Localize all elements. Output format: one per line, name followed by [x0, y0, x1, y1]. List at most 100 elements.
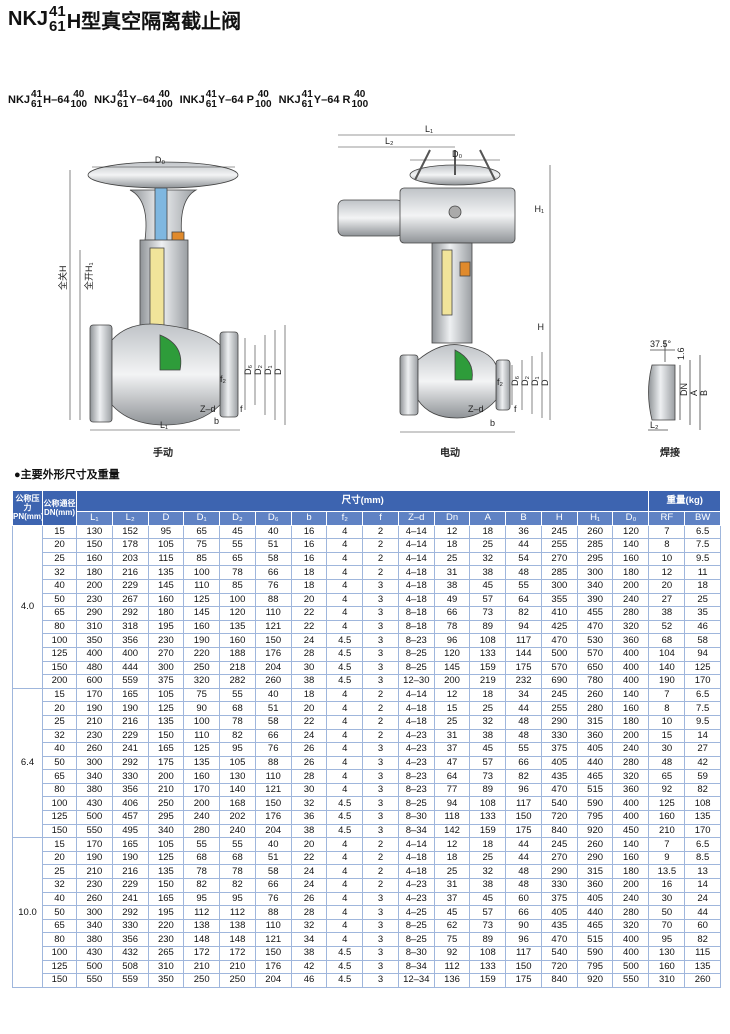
table-cell: 76 — [254, 891, 292, 907]
table-cell: 200 — [183, 796, 221, 812]
table-cell: 4 — [326, 701, 364, 716]
table-cell: 172 — [219, 946, 256, 961]
table-cell: 25 — [469, 850, 507, 866]
table-cell: 400 — [111, 646, 149, 662]
table-cell: 4–25 — [397, 905, 435, 920]
table-row: 200 600 559 375 320 282 260 38 4.5 3 12–30 200 219 23… — [13, 674, 722, 689]
dn-cell: 25 — [42, 714, 77, 730]
table-cell: 68 — [219, 850, 256, 866]
dn-cell: 15 — [42, 837, 77, 852]
table-cell: 465 — [576, 918, 614, 934]
table-cell: 2 — [362, 538, 399, 553]
table-cell: 140 — [612, 538, 650, 553]
table-cell: 7 — [648, 837, 686, 852]
table-cell: 270 — [540, 551, 578, 567]
table-cell: 7.5 — [684, 538, 722, 553]
table-cell: 4 — [326, 837, 364, 852]
table-cell: 160 — [219, 633, 256, 648]
table-cell: 3 — [362, 905, 399, 920]
table-cell: 8–23 — [397, 633, 435, 648]
table-cell: 65 — [648, 769, 686, 784]
table-cell: 65 — [183, 524, 221, 540]
table-cell: 4 — [326, 538, 364, 553]
table-cell: 165 — [147, 742, 185, 757]
table-cell: 58 — [254, 714, 292, 730]
table-cell: 4 — [326, 565, 364, 580]
table-cell: 16 — [290, 551, 328, 567]
table-cell: 200 — [76, 578, 113, 594]
title-prefix: NKJ — [8, 7, 49, 30]
table-cell: 9.5 — [684, 551, 722, 567]
table-cell: 20 — [290, 837, 328, 852]
table-cell: 292 — [111, 905, 149, 920]
table-cell: 7 — [648, 524, 686, 540]
table-row: 4.0 15 130 152 95 65 45 40 16 4 2 4–14 12 18 36 245 260 1… — [12, 524, 722, 689]
table-cell: 57 — [469, 905, 507, 920]
table-cell: 100 — [219, 592, 256, 608]
dn-cell: 65 — [42, 606, 77, 621]
table-cell: 260 — [576, 687, 614, 703]
table-cell: 440 — [576, 905, 614, 920]
table-cell: 515 — [576, 782, 614, 798]
table-cell: 425 — [540, 619, 578, 635]
table-cell: 8.5 — [684, 850, 722, 866]
table-cell: 260 — [684, 973, 722, 988]
table-row: 100 430 432 265 172 172 150 38 4.5 3 8–30 92 108 117 5… — [13, 946, 722, 961]
table-cell: 165 — [111, 837, 149, 852]
dn-cell: 65 — [42, 769, 77, 784]
table-cell: 216 — [111, 864, 149, 880]
table-cell: 340 — [76, 918, 113, 934]
model-sup: 41 — [205, 89, 217, 100]
drawings: D₀ 全关H 全开H₁ D₆ D₂ D₁ D f₂ Z–d b f L₁ 手动 … — [57, 124, 709, 459]
table-cell: 240 — [183, 810, 221, 825]
table-cell: 121 — [254, 782, 292, 798]
table-cell: 24 — [290, 633, 328, 648]
table-cell: 28 — [290, 905, 328, 920]
table-row: 20 190 190 125 68 68 51 22 4 2 4–18 18 25 44 270 290 160… — [13, 850, 722, 866]
table-cell: 4–18 — [397, 592, 435, 608]
table-cell: 58 — [254, 864, 292, 880]
table-cell: 120 — [219, 606, 256, 621]
table-cell: 400 — [612, 946, 650, 961]
table-cell: 112 — [433, 959, 471, 975]
table-cell: 3 — [362, 592, 399, 608]
table-cell: 300 — [76, 755, 113, 771]
table-cell: 290 — [540, 864, 578, 880]
table-cell: 37 — [433, 742, 471, 757]
table-cell: 795 — [576, 810, 614, 825]
table-cell: 330 — [540, 878, 578, 893]
table-cell: 82 — [684, 932, 722, 947]
dim-label: b — [490, 418, 495, 428]
pn-cell: 4.0 — [12, 524, 43, 689]
model-prefix: NKJ — [278, 94, 301, 106]
table-cell: 65 — [219, 551, 256, 567]
table-cell: 8–25 — [397, 646, 435, 662]
table-cell: 2 — [362, 524, 399, 540]
table-row: 25 210 216 135 100 78 58 22 4 2 4–18 25 32 48 290 315 18… — [13, 714, 722, 730]
caption: 手动 — [153, 446, 173, 459]
table-cell: 145 — [183, 606, 221, 621]
table-cell: 152 — [111, 524, 149, 540]
table-row: 150 550 559 350 250 250 204 46 4.5 3 12–34 136 159 17… — [13, 973, 722, 988]
model-top: 40 — [73, 89, 85, 100]
table-cell: 160 — [612, 701, 650, 716]
table-cell: 15 — [433, 701, 471, 716]
table-cell: 4 — [326, 864, 364, 880]
table-cell: 159 — [469, 660, 507, 676]
table-row: 25 160 203 115 85 65 58 16 4 2 4–14 25 32 54 270 295 160… — [13, 551, 722, 567]
table-cell: 220 — [147, 918, 185, 934]
table-cell: 95 — [147, 524, 185, 540]
dim-label: D₆ — [510, 376, 520, 386]
dn-cell: 20 — [42, 701, 77, 716]
table-cell: 4–14 — [397, 837, 435, 852]
table-cell: 210 — [76, 864, 113, 880]
table-row: 65 340 330 220 138 138 110 32 4 3 8–25 62 73 90 435 465… — [13, 918, 722, 934]
table-cell: 4 — [326, 878, 364, 893]
table-cell: 8–18 — [397, 619, 435, 635]
table-cell: 375 — [540, 891, 578, 907]
table-cell: 172 — [183, 946, 221, 961]
table-cell: 470 — [540, 782, 578, 798]
table-cell: 120 — [433, 646, 471, 662]
table-cell: 105 — [147, 538, 185, 553]
table-cell: 25 — [469, 538, 507, 553]
